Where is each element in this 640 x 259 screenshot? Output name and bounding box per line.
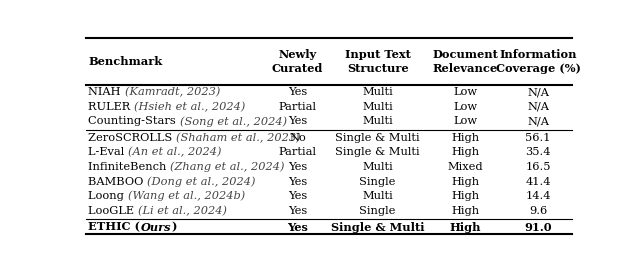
Text: ETHIC (: ETHIC ( xyxy=(88,222,140,233)
Text: Document
Relevance: Document Relevance xyxy=(432,49,498,74)
Text: 41.4: 41.4 xyxy=(525,177,551,186)
Text: Yes: Yes xyxy=(288,177,307,186)
Text: Counting-Stars: Counting-Stars xyxy=(88,116,180,126)
Text: (Song et al., 2024): (Song et al., 2024) xyxy=(180,116,287,127)
Text: Yes: Yes xyxy=(288,162,307,172)
Text: (Wang et al., 2024b): (Wang et al., 2024b) xyxy=(128,191,245,202)
Text: No: No xyxy=(289,133,306,143)
Text: L-Eval: L-Eval xyxy=(88,147,128,157)
Text: (Li et al., 2024): (Li et al., 2024) xyxy=(138,205,227,216)
Text: Multi: Multi xyxy=(362,162,393,172)
Text: Single: Single xyxy=(360,206,396,216)
Text: 56.1: 56.1 xyxy=(525,133,551,143)
Text: Low: Low xyxy=(453,116,477,126)
Text: Multi: Multi xyxy=(362,116,393,126)
Text: Yes: Yes xyxy=(287,222,308,233)
Text: 14.4: 14.4 xyxy=(525,191,551,201)
Text: Multi: Multi xyxy=(362,191,393,201)
Text: Partial: Partial xyxy=(278,147,316,157)
Text: Multi: Multi xyxy=(362,87,393,97)
Text: High: High xyxy=(451,147,479,157)
Text: Ours: Ours xyxy=(140,222,171,233)
Text: (An et al., 2024): (An et al., 2024) xyxy=(128,147,222,158)
Text: InfiniteBench: InfiniteBench xyxy=(88,162,170,172)
Text: Single: Single xyxy=(360,177,396,186)
Text: Newly
Curated: Newly Curated xyxy=(272,49,323,74)
Text: NIAH: NIAH xyxy=(88,87,125,97)
Text: (Dong et al., 2024): (Dong et al., 2024) xyxy=(147,176,256,187)
Text: (Kamradt, 2023): (Kamradt, 2023) xyxy=(125,87,220,97)
Text: (Hsieh et al., 2024): (Hsieh et al., 2024) xyxy=(134,102,246,112)
Text: Low: Low xyxy=(453,102,477,112)
Text: Multi: Multi xyxy=(362,102,393,112)
Text: High: High xyxy=(451,191,479,201)
Text: (Zhang et al., 2024): (Zhang et al., 2024) xyxy=(170,162,285,172)
Text: High: High xyxy=(451,177,479,186)
Text: Single & Multi: Single & Multi xyxy=(335,147,420,157)
Text: N/A: N/A xyxy=(527,87,549,97)
Text: Partial: Partial xyxy=(278,102,316,112)
Text: Loong: Loong xyxy=(88,191,128,201)
Text: 91.0: 91.0 xyxy=(524,222,552,233)
Text: Yes: Yes xyxy=(288,191,307,201)
Text: (Shaham et al., 2023): (Shaham et al., 2023) xyxy=(176,133,301,143)
Text: Information
Coverage (%): Information Coverage (%) xyxy=(495,49,580,74)
Text: LooGLE: LooGLE xyxy=(88,206,138,216)
Text: High: High xyxy=(451,206,479,216)
Text: Input Text
Structure: Input Text Structure xyxy=(345,49,410,74)
Text: Yes: Yes xyxy=(288,116,307,126)
Text: Single & Multi: Single & Multi xyxy=(331,222,424,233)
Text: Single & Multi: Single & Multi xyxy=(335,133,420,143)
Text: ZeroSCROLLS: ZeroSCROLLS xyxy=(88,133,176,143)
Text: 9.6: 9.6 xyxy=(529,206,547,216)
Text: Yes: Yes xyxy=(288,87,307,97)
Text: N/A: N/A xyxy=(527,116,549,126)
Text: Mixed: Mixed xyxy=(447,162,483,172)
Text: BAMBOO: BAMBOO xyxy=(88,177,147,186)
Text: High: High xyxy=(449,222,481,233)
Text: 16.5: 16.5 xyxy=(525,162,551,172)
Text: Low: Low xyxy=(453,87,477,97)
Text: RULER: RULER xyxy=(88,102,134,112)
Text: Yes: Yes xyxy=(288,206,307,216)
Text: 35.4: 35.4 xyxy=(525,147,551,157)
Text: ): ) xyxy=(171,222,177,233)
Text: Benchmark: Benchmark xyxy=(88,56,163,67)
Text: High: High xyxy=(451,133,479,143)
Text: N/A: N/A xyxy=(527,102,549,112)
